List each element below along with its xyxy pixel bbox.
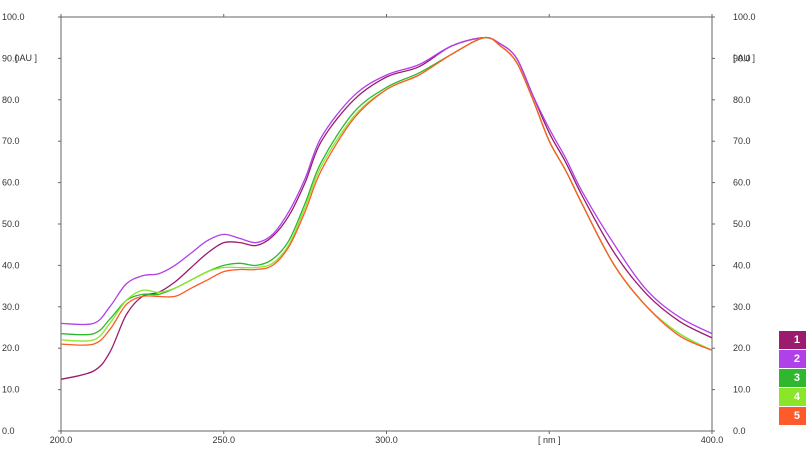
axis-ticks [58,14,715,434]
y-tick-label-left: 90.0 [2,53,20,63]
x-tick-label: 250.0 [212,435,235,445]
x-tick-label: 400.0 [701,435,724,445]
series-lines [60,36,713,380]
y-tick-label-right: 10.0 [733,385,751,395]
y-tick-label-right: 30.0 [733,302,751,312]
x-axis-label: [ nm ] [538,435,561,445]
y-tick-label-left: 30.0 [2,302,20,312]
x-tick-label: 200.0 [50,435,73,445]
legend-item-1: 1 [779,331,806,349]
y-tick-label-right: 70.0 [733,136,751,146]
legend-item-3: 3 [779,369,806,387]
legend-item-5: 5 [779,407,806,425]
y-axis-label-right: [ AU ] [733,53,755,63]
y-tick-label-right: 50.0 [733,219,751,229]
y-tick-label-right: 60.0 [733,178,751,188]
plot-area-frame [60,16,713,432]
x-tick-label: 300.0 [375,435,398,445]
legend-item-4: 4 [779,388,806,406]
y-tick-label-left: 100.0 [2,12,25,22]
y-tick-label-left: 60.0 [2,178,20,188]
y-tick-label-left: 20.0 [2,343,20,353]
y-tick-label-right: 0.0 [733,426,746,436]
y-tick-label-right: 80.0 [733,95,751,105]
y-tick-label-left: 80.0 [2,95,20,105]
y-tick-label-left: 10.0 [2,385,20,395]
y-tick-label-right: 40.0 [733,260,751,270]
y-tick-label-left: 0.0 [2,426,15,436]
y-tick-label-left: 40.0 [2,260,20,270]
series-line-5 [60,36,713,351]
legend-item-2: 2 [779,350,806,368]
y-tick-label-right: 90.0 [733,53,751,63]
series-line-4 [60,36,713,351]
y-axis-label-left: [ AU ] [15,53,37,63]
y-tick-label-right: 20.0 [733,343,751,353]
y-tick-label-right: 100.0 [733,12,756,22]
series-line-3 [60,36,713,351]
y-tick-label-left: 50.0 [2,219,20,229]
series-line-2 [60,37,713,335]
axis-labels: 0.0 0.0 10.0 10.0 20.0 20.0 30.0 30.0 40.0 40.0 50… [2,12,756,445]
y-tick-label-left: 70.0 [2,136,20,146]
